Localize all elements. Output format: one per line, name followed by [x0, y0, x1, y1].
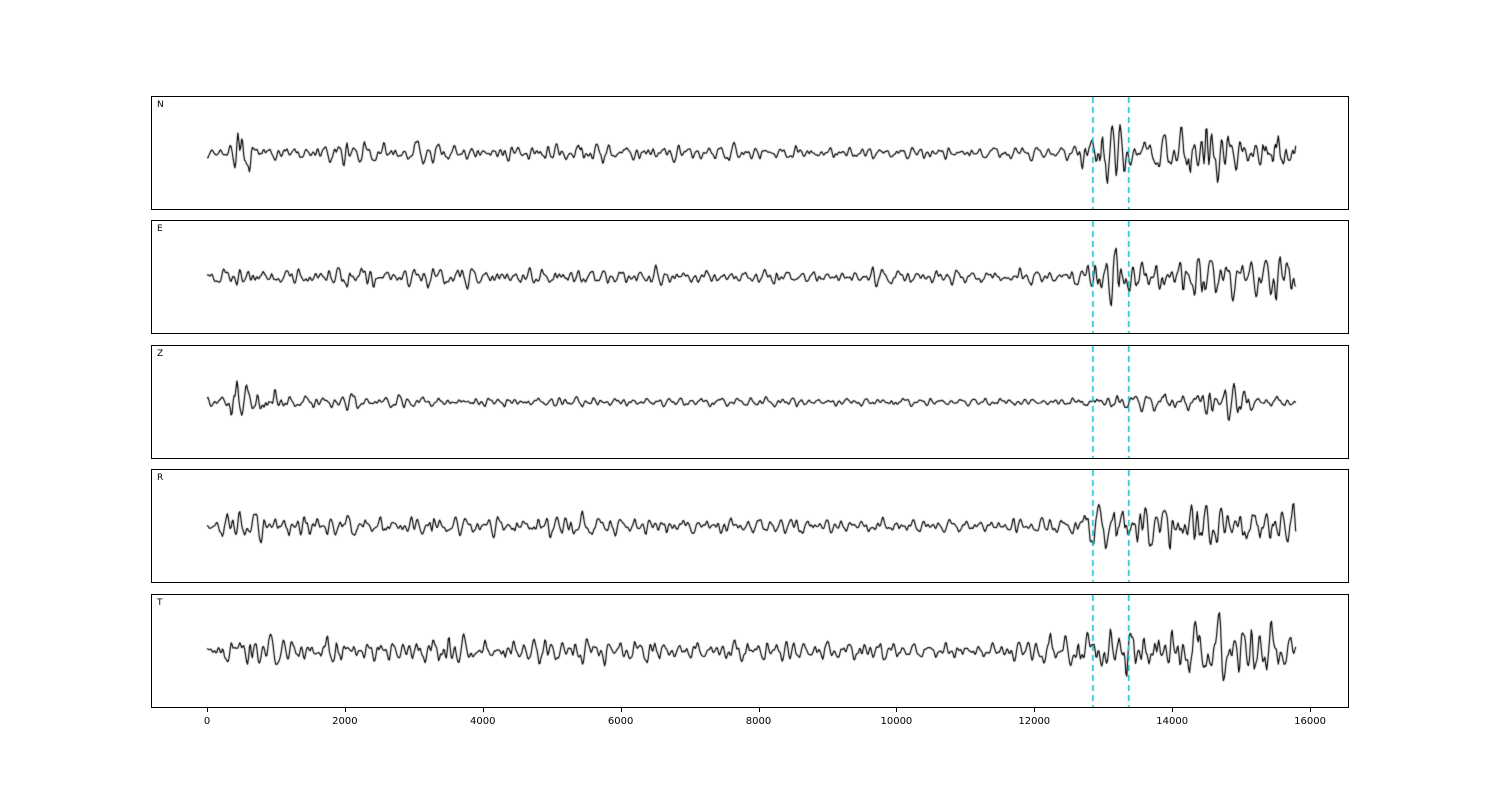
- x-tick-label: 0: [203, 715, 211, 727]
- waveform-panel-R: R: [151, 469, 1349, 584]
- waveform-canvas-R: [152, 470, 1348, 583]
- x-tick-label: 14000: [1156, 715, 1189, 727]
- waveform-canvas-N: [152, 97, 1348, 209]
- x-tick-label: 2000: [332, 715, 358, 727]
- x-tick-label: 8000: [745, 715, 772, 727]
- x-tick-mark: [1034, 707, 1036, 712]
- x-tick-mark: [207, 707, 208, 712]
- x-tick-label: 10000: [880, 715, 913, 727]
- x-tick-mark: [620, 707, 622, 712]
- x-tick-mark: [344, 707, 346, 712]
- channel-label-E: E: [157, 224, 163, 235]
- waveform-panel-T: T: [151, 593, 1349, 708]
- waveform-panel-Z: Z: [151, 344, 1349, 459]
- x-tick-mark: [482, 707, 484, 712]
- x-tick-label: 16000: [1294, 715, 1326, 727]
- channel-label-R: R: [157, 473, 164, 484]
- x-tick-label: 6000: [607, 715, 634, 727]
- channel-label-N: N: [157, 100, 164, 110]
- waveform-canvas-E: [152, 221, 1348, 334]
- channel-label-Z: Z: [157, 348, 164, 359]
- x-tick-label: 12000: [1018, 715, 1051, 727]
- x-tick-mark: [896, 707, 898, 712]
- x-tick-mark: [1172, 707, 1174, 712]
- waveform-canvas-Z: [152, 345, 1348, 458]
- channel-label-T: T: [157, 597, 163, 608]
- x-tick-mark: [758, 707, 760, 712]
- waveform-canvas-T: [152, 594, 1348, 707]
- x-tick-label: 4000: [470, 715, 496, 727]
- x-tick-mark: [1310, 707, 1312, 712]
- waveform-panel-N: N: [151, 96, 1349, 210]
- waveform-panel-E: E: [151, 220, 1349, 335]
